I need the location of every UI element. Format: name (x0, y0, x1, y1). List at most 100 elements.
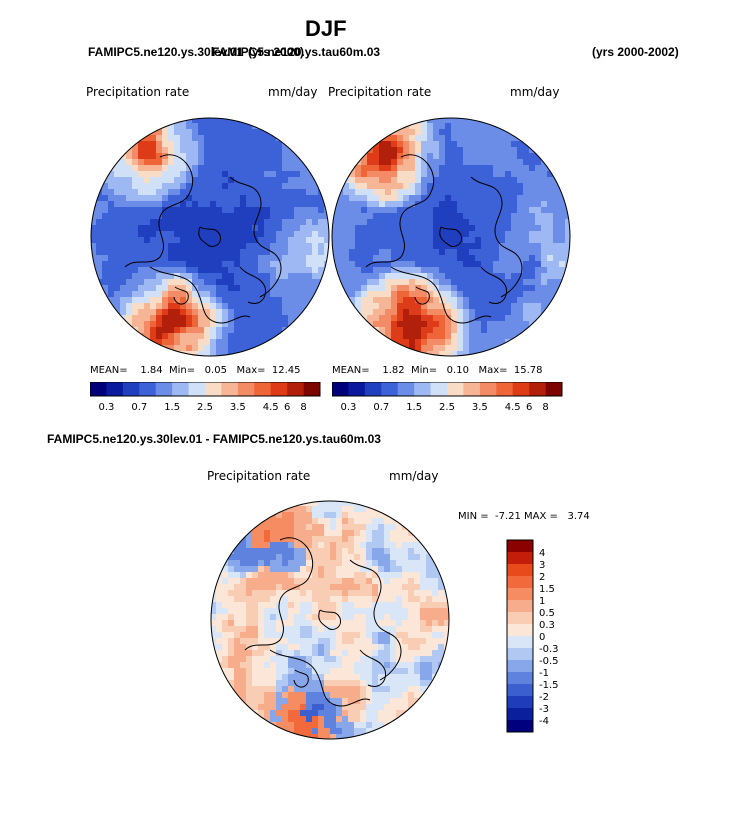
colorbar-swatch (507, 540, 533, 553)
panel3-stats: MIN = -7.21 MAX = 3.74 (458, 511, 590, 522)
panel3-min: -7.21 (494, 511, 521, 522)
colorbar-swatch (90, 382, 107, 396)
colorbar-swatch (507, 684, 533, 697)
panel3-max: 3.74 (567, 511, 590, 522)
panel1-units: mm/day (268, 85, 318, 99)
colorbar-tick-label: 3 (539, 560, 545, 571)
colorbar-swatch (507, 612, 533, 625)
panel1-title: Precipitation rate (86, 85, 190, 99)
colorbar-tick-label: 1.5 (406, 402, 422, 413)
colorbar-swatch (507, 648, 533, 661)
colorbar-tick-label: 3.5 (472, 402, 488, 413)
map-field (332, 118, 570, 356)
colorbar-swatch (205, 382, 222, 396)
colorbar-tick-label: -4 (539, 716, 549, 727)
coastline (124, 154, 282, 324)
colorbar-tick-label: 1 (539, 596, 545, 607)
panel1-stats: MEAN= 1.84 Min= 0.05 Max= 12.45 (90, 365, 301, 376)
colorbar-tick-label: 2.5 (197, 402, 213, 413)
colorbar-tick-label: 1.5 (164, 402, 180, 413)
colorbar-tick-label: 0 (539, 632, 545, 643)
colorbar-swatch (507, 636, 533, 649)
panel2-map (331, 117, 571, 357)
case-b-label: FAMIPC5.ne120.ys.tau60m.03 (212, 45, 381, 59)
colorbar-swatch (512, 382, 530, 396)
coastline (244, 537, 402, 707)
colorbar-swatch (507, 588, 533, 601)
colorbar-swatch (122, 382, 140, 396)
panel1-mean: 1.84 (140, 365, 163, 376)
colorbar-swatch (507, 696, 533, 709)
map-border (331, 117, 571, 357)
panel2-colorbar: 0.3 0.7 1.5 2.5 3.5 4.5 6 8 (332, 382, 563, 413)
colorbar-tick-label: -1.5 (539, 680, 559, 691)
colorbar-frame (506, 539, 534, 733)
panel1-min: 0.05 (204, 365, 227, 376)
colorbar-tick-label: 0.7 (373, 402, 389, 413)
colorbar-swatch (507, 564, 533, 577)
colorbar-swatch (507, 576, 533, 589)
colorbar-tick-label: -0.3 (539, 644, 559, 655)
colorbar-swatch (507, 552, 533, 565)
panel3-title: Precipitation rate (207, 469, 311, 483)
colorbar-swatch (237, 382, 255, 396)
panel2-min-label: Min= (411, 365, 438, 376)
panel1-colorbar: 0.3 0.7 1.5 2.5 3.5 4.5 6 8 (90, 382, 321, 413)
panel3-max-label: MAX = (524, 511, 558, 522)
colorbar-swatch (507, 672, 533, 685)
colorbar-tick-label: 0.3 (340, 402, 356, 413)
panel2-mean-label: MEAN= (332, 365, 370, 376)
panel2-min: 0.10 (446, 365, 469, 376)
panel1-max: 12.45 (271, 365, 301, 376)
years-b-label: (yrs 2000-2002) (592, 45, 679, 59)
colorbar-tick-label: 4.5 (263, 402, 279, 413)
colorbar-swatch (364, 382, 382, 396)
diff-title: FAMIPC5.ne120.ys.30lev.01 - FAMIPC5.ne12… (47, 432, 381, 446)
colorbar-swatch (479, 382, 497, 396)
panel1-max-label: Max= (236, 365, 266, 376)
panel2-stats: MEAN= 1.82 Min= 0.10 Max= 15.78 (332, 365, 543, 376)
colorbar-swatch (430, 382, 448, 396)
map-border (210, 500, 450, 740)
map-border (90, 117, 330, 357)
colorbar-swatch (397, 382, 415, 396)
colorbar-swatch (545, 382, 563, 396)
coastline (365, 154, 523, 324)
colorbar-swatch (507, 624, 533, 637)
colorbar-frame (332, 382, 563, 397)
colorbar-tick-label: 4 (539, 548, 545, 559)
colorbar-tick-label: -0.5 (539, 656, 559, 667)
colorbar-swatch (507, 708, 533, 721)
colorbar-tick-label: 8 (542, 402, 548, 413)
panel1-map (90, 117, 330, 357)
colorbar-swatch (381, 382, 399, 396)
colorbar-swatch (507, 660, 533, 673)
panel2-title: Precipitation rate (328, 85, 432, 99)
panel1-min-label: Min= (169, 365, 196, 376)
colorbar-swatch (507, 600, 533, 613)
colorbar-swatch (254, 382, 272, 396)
colorbar-swatch (155, 382, 173, 396)
colorbar-tick-label: -2 (539, 692, 549, 703)
colorbar-swatch (507, 720, 533, 733)
colorbar-swatch (463, 382, 481, 396)
colorbar-swatch (172, 382, 189, 396)
colorbar-tick-label: 0.3 (539, 620, 555, 631)
colorbar-tick-label: 4.5 (505, 402, 521, 413)
colorbar-tick-label: 6 (284, 402, 290, 413)
colorbar-swatch (332, 382, 349, 396)
colorbar-tick-label: 1.5 (539, 584, 555, 595)
panel2-max-label: Max= (478, 365, 508, 376)
panel3-units: mm/day (389, 469, 439, 483)
colorbar-swatch (221, 382, 239, 396)
panel3-min-label: MIN = (458, 511, 489, 522)
colorbar-tick-label: 3.5 (230, 402, 246, 413)
colorbar-tick-label: -1 (539, 668, 549, 679)
colorbar-swatch (529, 382, 546, 396)
panel2-mean: 1.82 (382, 365, 405, 376)
panel2-units: mm/day (510, 85, 560, 99)
colorbar-swatch (447, 382, 464, 396)
colorbar-tick-label: 6 (526, 402, 532, 413)
colorbar-tick-label: 0.3 (98, 402, 114, 413)
